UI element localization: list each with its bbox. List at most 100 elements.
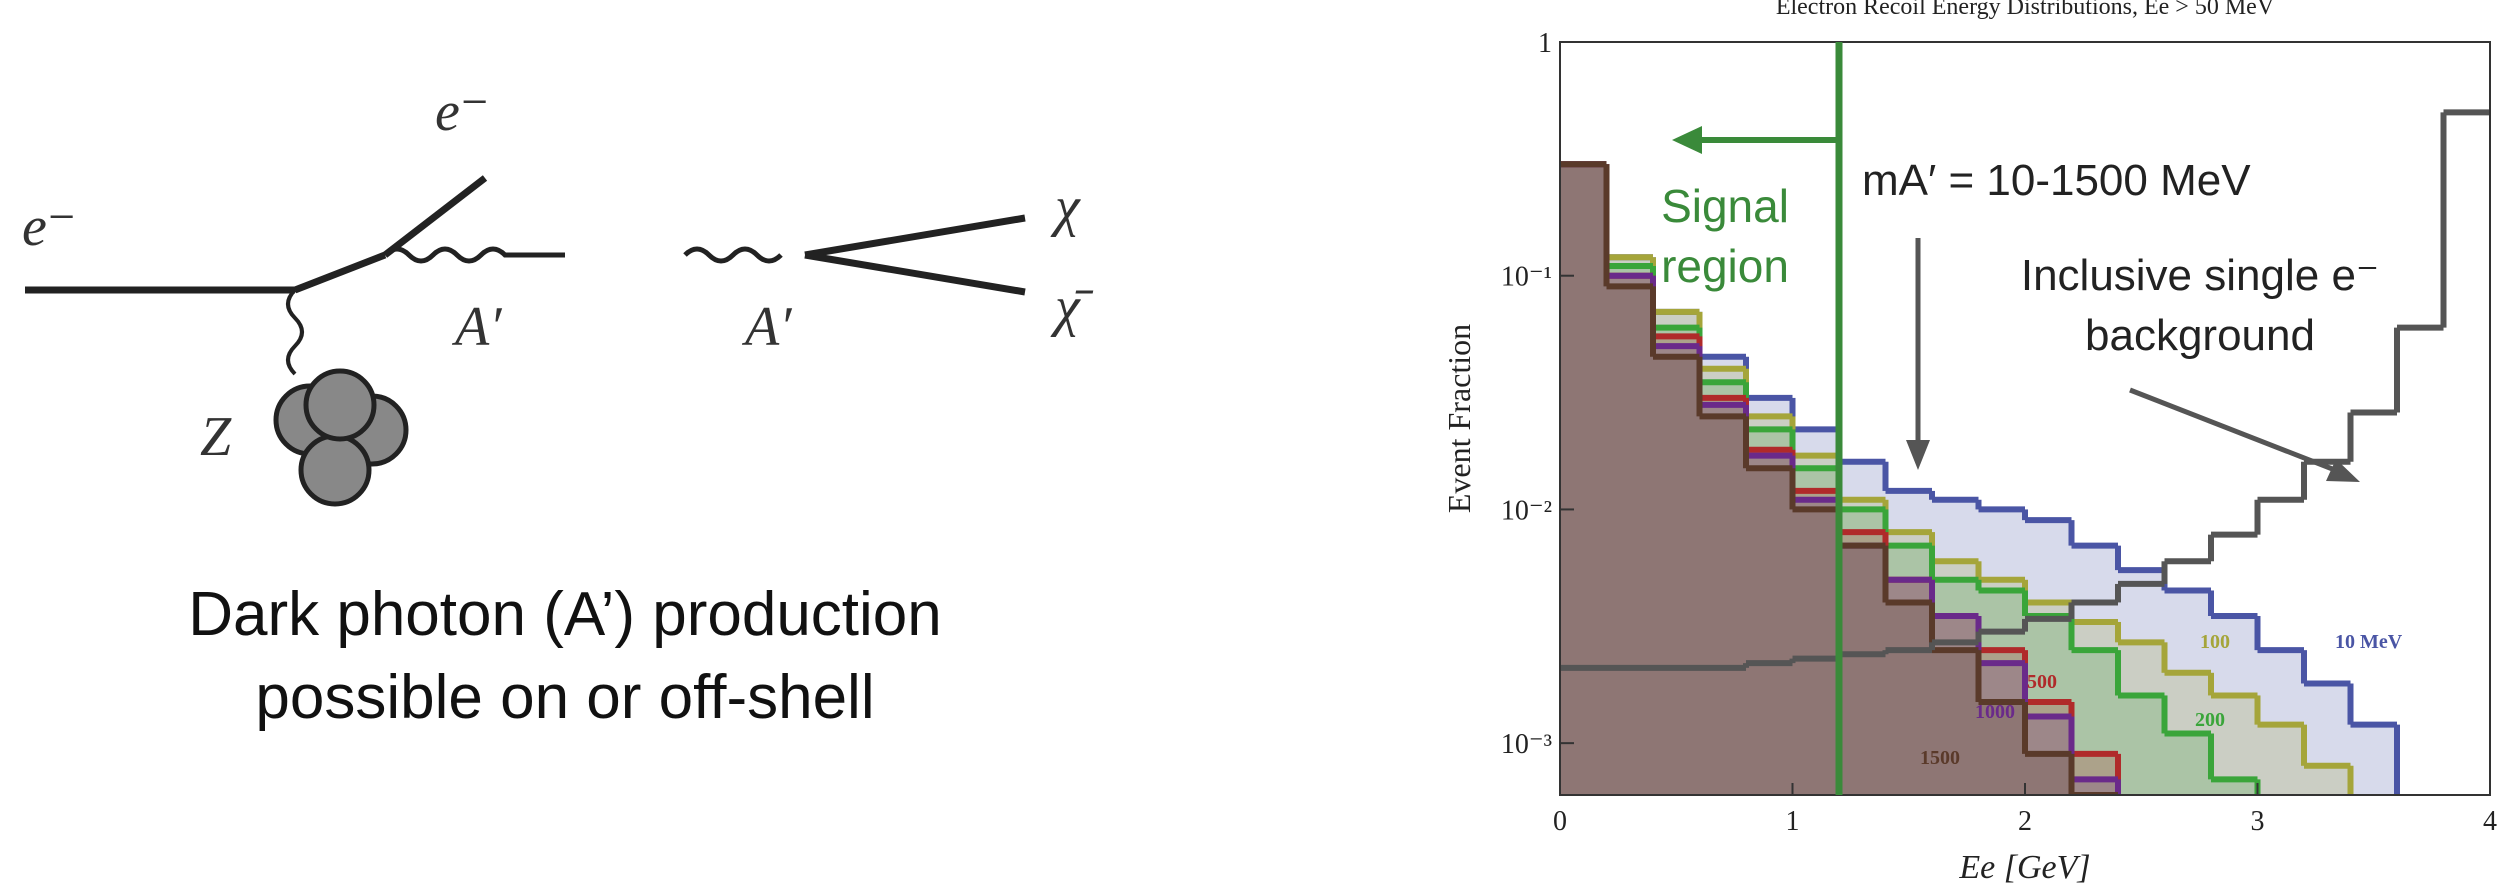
z-line [286,288,304,376]
series-label: 10 MeV [2335,631,2403,653]
annotation: mA′ = 10-1500 MeV [1862,156,2251,205]
chart: Electron Recoil Energy Distributions, Ee… [1441,0,2497,886]
histogram-series [1560,161,2261,795]
histogram-bar [1978,650,2025,795]
histogram-bar [1885,545,1932,795]
histogram-bar [1839,499,1886,795]
annotation-arrow [2129,387,2336,473]
y-tick-label: 10⁻² [1501,495,1552,526]
series-label: 100 [2200,631,2230,653]
histogram-bar [1606,257,1653,795]
histogram-bar [1699,397,1746,795]
diagram-label: χ̄ [1050,276,1094,338]
histogram-bar [1885,532,1932,795]
histogram-bar [1699,382,1746,795]
histogram-bar [1746,455,1793,795]
photon-line [383,246,565,264]
histogram-bar [1978,663,2025,795]
diagram-label: A′ [741,296,792,358]
histogram-bar [1839,532,1886,795]
annotation-arrowhead [2326,459,2360,482]
histogram-bar [1839,545,1886,795]
series-label: 500 [2027,671,2057,693]
histogram-bar [2350,724,2397,795]
annotation: background [2085,311,2315,360]
x-tick-label: 4 [2483,806,2497,837]
histogram-bar [1699,356,1746,795]
histogram-bar [2071,650,2118,795]
histogram-bar [1606,275,1653,795]
histogram-bar [1560,164,1607,795]
histogram-bar [2164,733,2211,795]
histogram-bar [1560,164,1607,795]
y-tick-label: 10⁻³ [1501,729,1552,760]
nucleus [273,368,409,507]
histogram-bar [1978,701,2025,795]
histogram-bar [1792,468,1839,795]
histogram-series [1560,109,2490,671]
diagram-label: χ [1050,176,1081,238]
series-label: 1500 [1920,747,1960,769]
histogram-series [1560,161,2118,795]
histogram-bar [1885,490,1932,795]
x-tick-label: 2 [2018,806,2032,837]
histogram-bar [1746,449,1793,795]
histogram-bar [1653,311,1700,795]
histogram-bar [2164,590,2211,795]
diagram-label: Z [200,406,232,468]
electron-line [382,175,488,258]
histogram-bar [1606,286,1653,795]
histogram-bar [1606,266,1653,795]
diagram-label: A′ [451,296,502,358]
chi-line [804,251,1026,296]
histogram-bar [2304,683,2351,795]
histogram-bar [2257,724,2304,795]
histogram-bar [2304,765,2351,795]
photon-line [683,246,783,264]
histogram-bar [1885,602,1932,795]
histogram-bar [1792,490,1839,795]
series-label: 1000 [1975,701,2015,723]
histogram-bar [1978,579,2025,795]
histogram-bar [1792,499,1839,795]
histogram-bar [2211,615,2258,795]
x-tick-label: 0 [1553,806,1567,837]
diagram-label: e⁻ [435,81,489,143]
histogram-bar [2025,520,2072,795]
histogram-bar [1792,509,1839,795]
histogram-bar [1699,368,1746,795]
histogram-bar [1746,429,1793,795]
nucleon [303,368,377,442]
histogram-bar [2025,615,2072,795]
histogram-bar [1746,468,1793,795]
histogram-bar [1560,164,1607,795]
y-tick-label: 1 [1538,28,1552,59]
histogram-bar [2071,779,2118,795]
histogram-bar [1606,275,1653,795]
y-tick-label: 10⁻¹ [1501,262,1552,293]
histogram-bar [1653,346,1700,795]
annotation: region [1661,240,1789,292]
nucleon [298,433,372,507]
histogram-bar [2118,695,2165,795]
y-axis-label: Event Fraction [1441,324,1477,513]
plot-area [1560,109,2490,795]
histogram-bar [1885,579,1932,795]
histogram-bar [1653,336,1700,795]
histogram-bar [2025,602,2072,795]
histogram-bar [1839,461,1886,795]
histogram-bar [1839,545,1886,795]
cut-arrowhead [1672,126,1702,154]
histogram-bar [1560,164,1607,795]
histogram-bar [1653,327,1700,795]
histogram-series [1560,161,2354,795]
histogram-bar [1932,561,1979,795]
caption-line: possible on or off-shell [255,663,874,732]
caption-line: Dark photon (A’) production [188,580,942,649]
histogram-bar [1746,397,1793,795]
histogram-bar [1699,416,1746,795]
annotation: Signal [1661,180,1789,232]
chart-title: Electron Recoil Energy Distributions, Ee… [1776,0,2275,20]
